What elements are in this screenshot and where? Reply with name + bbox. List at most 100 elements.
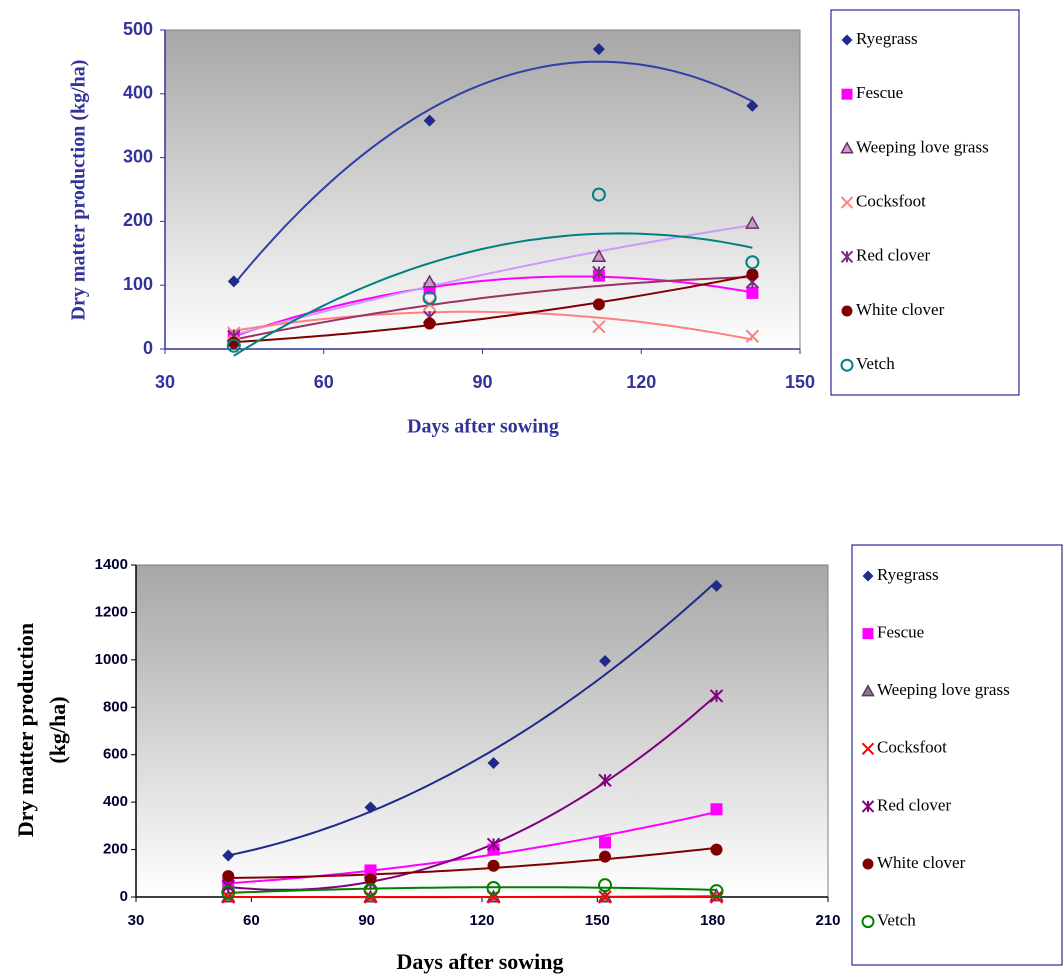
plot-area <box>164 29 801 350</box>
x-tick-label: 30 <box>155 372 175 392</box>
x-tick-label: 30 <box>128 912 145 929</box>
legend-label: White clover <box>856 300 945 319</box>
y-axis-title: Dry matter production <box>13 623 38 837</box>
y-tick-label: 400 <box>103 793 128 810</box>
trendline <box>233 224 753 336</box>
data-point <box>598 878 613 893</box>
legend-marker <box>861 800 875 813</box>
y-tick-label: 1400 <box>95 556 128 573</box>
data-point <box>592 43 605 56</box>
data-point <box>599 836 612 849</box>
legend-label: Fescue <box>877 623 924 642</box>
y-axis-title: (kg/ha) <box>45 696 70 763</box>
data-point <box>423 317 436 330</box>
legend-label: Weeping love grass <box>877 680 1010 699</box>
data-point <box>364 873 377 886</box>
legend-marker <box>861 684 875 697</box>
legend-label: Red clover <box>856 246 930 265</box>
legend-label: Fescue <box>856 83 903 102</box>
trendline <box>233 232 753 357</box>
trendline <box>233 60 753 286</box>
data-point <box>592 319 606 334</box>
data-point <box>710 579 723 592</box>
trendline <box>233 274 753 344</box>
y-tick-label: 600 <box>103 746 128 763</box>
y-tick-label: 1200 <box>95 603 128 620</box>
trendline <box>233 276 753 341</box>
x-tick-label: 210 <box>815 912 840 929</box>
x-axis-title: Days after sowing <box>396 949 563 974</box>
trendline <box>228 886 717 894</box>
y-tick-label: 400 <box>123 83 153 103</box>
legend <box>851 544 1063 966</box>
legend <box>830 9 1020 396</box>
legend-marker <box>840 358 854 372</box>
data-point <box>487 757 500 770</box>
legend-label: Cocksfoot <box>856 192 926 211</box>
data-point <box>222 870 235 883</box>
y-tick-label: 500 <box>123 19 153 39</box>
y-tick-label: 200 <box>123 210 153 230</box>
x-tick-label: 90 <box>358 912 375 929</box>
legend-label: Vetch <box>856 354 895 373</box>
legend-label: Ryegrass <box>877 565 939 584</box>
data-point <box>709 884 724 899</box>
trendline <box>228 580 718 857</box>
y-tick-label: 100 <box>123 274 153 294</box>
legend-marker <box>841 88 853 100</box>
data-point <box>227 275 240 288</box>
trendline <box>233 310 753 341</box>
trendline <box>228 846 717 879</box>
data-point <box>422 290 437 305</box>
data-point <box>423 114 436 127</box>
x-tick-label: 120 <box>626 372 656 392</box>
data-point <box>746 99 759 112</box>
x-tick-label: 120 <box>469 912 494 929</box>
data-point <box>591 187 606 202</box>
x-axis-title: Days after sowing <box>407 416 559 438</box>
data-point <box>599 850 612 863</box>
data-point <box>709 689 724 703</box>
data-point <box>222 849 235 862</box>
x-tick-label: 60 <box>314 372 334 392</box>
y-tick-label: 0 <box>143 338 153 358</box>
data-point <box>486 837 501 852</box>
y-axis-title: Dry matter production (kg/ha) <box>68 60 90 321</box>
legend-marker <box>841 34 853 46</box>
legend-label: Cocksfoot <box>877 738 947 757</box>
legend-marker <box>841 305 853 317</box>
data-point <box>221 885 236 900</box>
data-point <box>364 864 377 877</box>
legend-marker <box>861 915 875 929</box>
data-point <box>422 274 437 288</box>
legend-marker <box>840 141 854 154</box>
x-tick-label: 90 <box>472 372 492 392</box>
plot-area <box>135 564 829 898</box>
legend-label: Vetch <box>877 911 916 930</box>
x-tick-label: 150 <box>785 372 815 392</box>
data-point <box>591 248 607 263</box>
data-point <box>746 286 759 299</box>
data-point <box>710 843 723 856</box>
legend-marker <box>840 250 854 264</box>
legend-marker <box>862 570 874 582</box>
x-tick-label: 150 <box>585 912 610 929</box>
y-tick-label: 300 <box>123 146 153 166</box>
y-tick-label: 1000 <box>95 651 128 668</box>
data-point <box>486 881 501 895</box>
data-point <box>363 882 378 897</box>
data-point <box>710 803 723 816</box>
legend-label: Ryegrass <box>856 29 918 48</box>
data-point <box>745 215 760 229</box>
legend-label: Red clover <box>877 795 951 814</box>
y-tick-label: 800 <box>103 698 128 715</box>
data-point <box>599 655 612 668</box>
data-point <box>226 338 241 353</box>
data-point <box>746 268 759 281</box>
data-point <box>221 890 235 904</box>
y-tick-label: 0 <box>120 888 128 905</box>
y-tick-label: 200 <box>103 841 128 858</box>
data-point <box>598 773 612 788</box>
legend-label: Weeping love grass <box>856 137 989 156</box>
